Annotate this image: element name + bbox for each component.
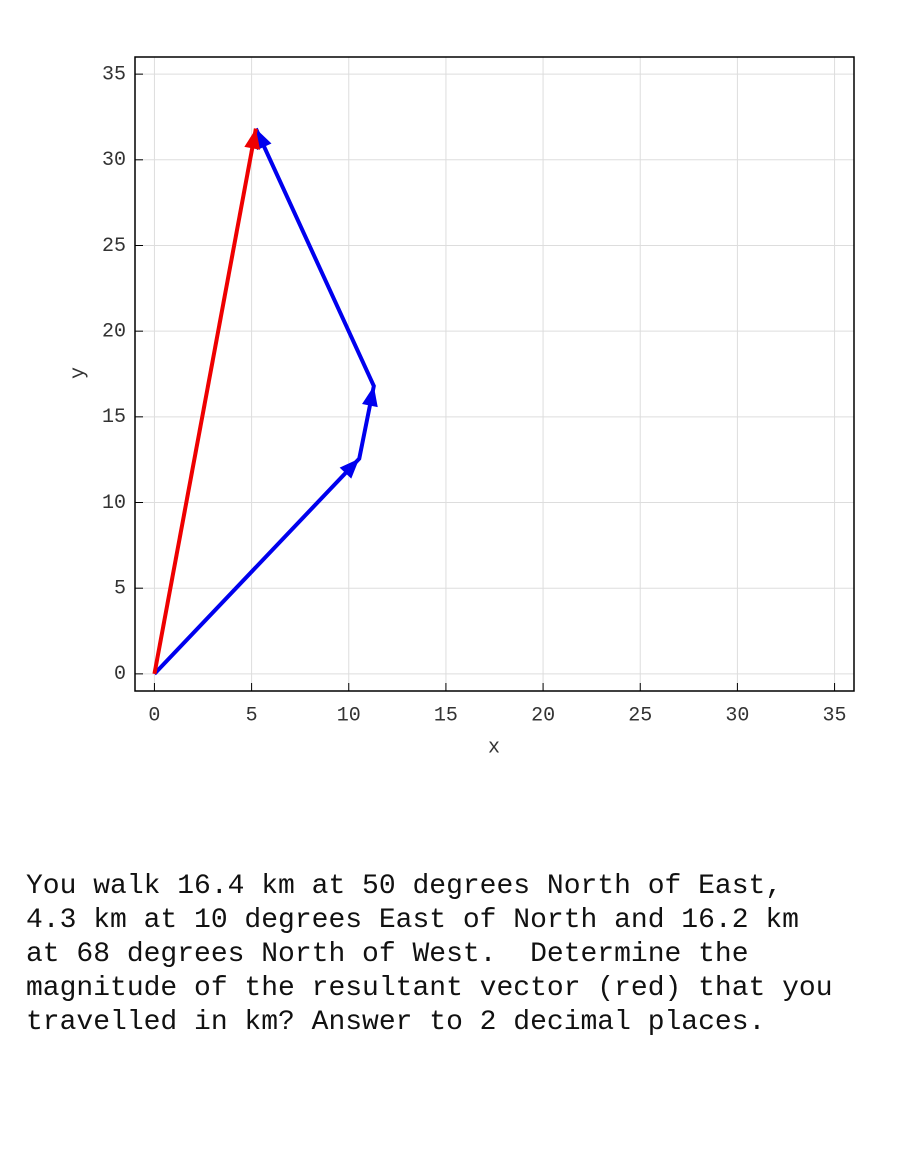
question-line: 4.3 km at 10 degrees East of North and 1… — [26, 905, 799, 936]
x-tick-label: 20 — [531, 704, 555, 727]
x-tick-label: 10 — [337, 704, 361, 727]
question-line: You walk 16.4 km at 50 degrees North of … — [26, 871, 783, 902]
x-axis-label: x — [488, 736, 500, 759]
question-line: travelled in km? Answer to 2 decimal pla… — [26, 1007, 766, 1038]
question-line: at 68 degrees North of West. Determine t… — [26, 939, 749, 970]
x-tick-label: 25 — [628, 704, 652, 727]
y-tick-label: 25 — [102, 235, 126, 258]
plot-frame — [134, 56, 855, 692]
y-tick-label: 35 — [102, 63, 126, 86]
y-tick-label: 30 — [102, 149, 126, 172]
y-tick-label: 20 — [102, 320, 126, 343]
x-tick-label: 15 — [434, 704, 458, 727]
y-tick-label: 5 — [114, 577, 126, 600]
x-tick-label: 5 — [246, 704, 258, 727]
arrowhead — [244, 128, 261, 150]
x-tick-label: 30 — [725, 704, 749, 727]
x-tick-label: 0 — [148, 704, 160, 727]
y-tick-label: 0 — [114, 663, 126, 686]
x-tick-label: 35 — [823, 704, 847, 727]
vector-path — [152, 128, 258, 675]
question: You walk 16.4 km at 50 degrees North of … — [26, 870, 833, 1040]
y-tick-label: 15 — [102, 406, 126, 429]
y-axis-label: y — [67, 367, 90, 379]
arrowhead — [339, 458, 360, 479]
arrowhead — [255, 128, 272, 151]
y-tick-label: 10 — [102, 492, 126, 515]
question-line: magnitude of the resultant vector (red) … — [26, 973, 833, 1004]
vector-path — [152, 127, 376, 676]
arrowhead — [362, 385, 378, 408]
chart: x y 0 5 10 15 20 25 30 35 0 5 10 15 20 25 30 35 — [67, 56, 855, 759]
